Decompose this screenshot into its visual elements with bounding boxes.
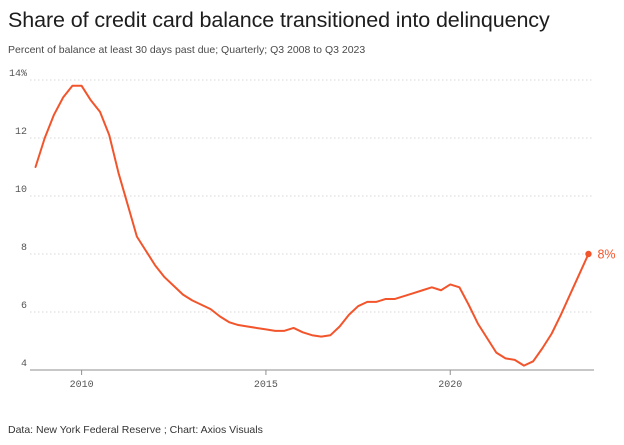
y-tick-label: 10 [15,185,27,196]
series-group: 8% [34,84,616,367]
source-note: Data: New York Federal Reserve ; Chart: … [8,424,263,436]
x-axis: 2010 2015 2020 [70,370,462,391]
end-value-label: 8% [597,248,615,262]
x-tick-label: 2015 [254,380,278,391]
line-chart: 4 6 8 10 12 14% 2010 2015 2020 8% [9,69,616,391]
y-tick-label: 6 [21,301,27,312]
x-tick-label: 2010 [70,380,94,391]
y-axis: 4 6 8 10 12 14% [9,69,27,370]
gridlines [30,79,594,371]
y-tick-label: 8 [21,243,27,254]
chart-subtitle: Percent of balance at least 30 days past… [8,44,366,56]
y-tick-label: 14% [9,69,27,80]
series-line [34,84,590,367]
end-point-marker [585,250,592,258]
x-tick-label: 2020 [438,380,462,391]
y-tick-label: 4 [21,359,27,370]
chart-title: Share of credit card balance transitione… [8,8,550,32]
y-tick-label: 12 [15,127,27,138]
